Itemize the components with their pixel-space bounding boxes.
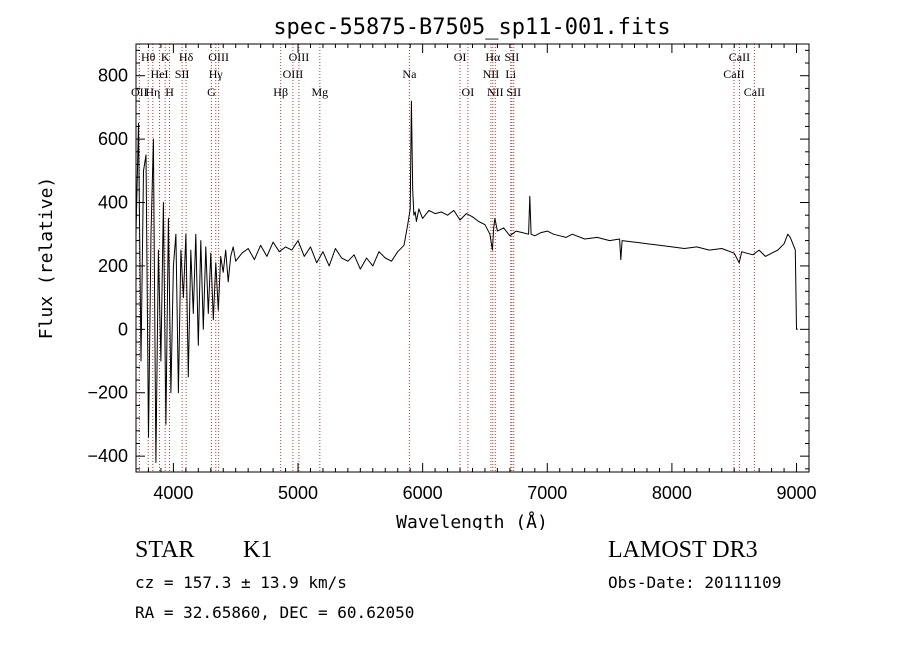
spectral-line-label: Hδ: [179, 50, 194, 64]
object-subclass: K1: [243, 537, 273, 563]
spectral-line-label: H: [165, 85, 174, 99]
spectral-line-label: Hθ: [141, 50, 156, 64]
spectral-line-label: Hβ: [273, 85, 288, 99]
y-tick-label: 200: [98, 256, 128, 276]
line-labels: OIIHθHηHeIKHSIIHδGHγOIIIHβOIIIOIIIMgNaOI…: [131, 50, 765, 99]
redshift-cz: cz = 157.3 ± 13.9 km/s: [135, 573, 347, 592]
y-tick-label: −400: [87, 446, 128, 466]
plot-frame: [135, 43, 810, 473]
obs-date: Obs-Date: 20111109: [608, 573, 782, 592]
y-tick-label: 600: [98, 129, 128, 149]
x-tick-label: 7000: [527, 483, 567, 503]
x-axis-label: Wavelength (Å): [396, 511, 548, 530]
spectral-line-label: Li: [505, 67, 516, 81]
spectral-line-label: Mg: [311, 85, 328, 99]
y-axis-label: Flux (relative): [36, 177, 57, 340]
spectral-line-label: Hη: [145, 85, 160, 99]
spectral-line-label: HeI: [151, 67, 169, 81]
spectral-line-label: Hα: [485, 50, 501, 64]
spectral-line-label: CaII: [723, 67, 744, 81]
spectral-line-label: OIII: [283, 67, 304, 81]
survey-name: LAMOST DR3: [608, 537, 758, 563]
axis-ticks: [135, 44, 810, 472]
spectrum-line: [135, 100, 798, 463]
x-tick-label: 6000: [403, 483, 443, 503]
y-tick-label: 800: [98, 66, 128, 86]
spectral-lines: [138, 44, 755, 472]
ra-dec: RA = 32.65860, DEC = 60.62050: [135, 603, 415, 622]
x-tick-label: 9000: [777, 483, 817, 503]
spectral-line-label: OII: [131, 85, 148, 99]
spectral-line-label: CaII: [729, 50, 750, 64]
spectral-line-label: SII: [505, 50, 520, 64]
spectral-line-label: OIII: [208, 50, 229, 64]
x-tick-label: 4000: [153, 483, 193, 503]
spectral-line-label: OI: [462, 85, 475, 99]
spectral-line-label: Hγ: [209, 67, 224, 81]
chart-title: spec-55875-B7505_sp11-001.fits: [273, 15, 670, 40]
spectral-line-label: G: [207, 85, 216, 99]
x-tick-label: 5000: [278, 483, 318, 503]
x-tick-label: 8000: [652, 483, 692, 503]
spectral-line-label: OI: [454, 50, 467, 64]
spectral-line-label: Na: [402, 67, 417, 81]
spectrum-chart: spec-55875-B7505_sp11-001.fits 4000 5000 6…: [36, 15, 817, 530]
spectral-line-label: OIII: [289, 50, 310, 64]
y-tick-label: 400: [98, 193, 128, 213]
spectral-line-label: SII: [175, 67, 190, 81]
y-tick-label: −200: [87, 383, 128, 403]
spectral-line-label: NII: [487, 85, 504, 99]
spectral-line-label: CaII: [744, 85, 765, 99]
spectral-line-label: NII: [483, 67, 500, 81]
spectral-line-label: K: [161, 50, 170, 64]
spectral-line-label: SII: [506, 85, 521, 99]
object-class: STAR: [135, 537, 195, 563]
y-tick-label: 0: [118, 319, 128, 339]
y-tick-labels: −400 −200 0 200 400 600 800: [87, 66, 128, 466]
x-tick-labels: 4000 5000 6000 7000 8000 9000: [153, 483, 816, 503]
